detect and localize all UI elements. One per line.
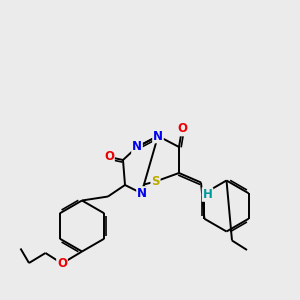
Text: N: N (153, 130, 163, 142)
Text: N: N (137, 187, 147, 200)
Text: H: H (202, 188, 212, 201)
Text: N: N (132, 140, 142, 154)
Text: O: O (177, 122, 187, 136)
Text: O: O (57, 257, 67, 270)
Text: S: S (151, 175, 160, 188)
Text: O: O (104, 151, 114, 164)
